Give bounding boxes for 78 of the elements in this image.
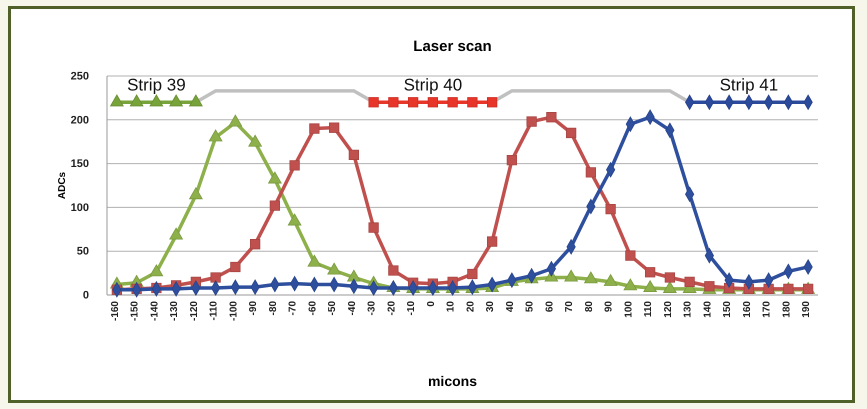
x-tick-label: 180 [781,300,792,318]
x-axis-title: micons [428,373,478,389]
x-tick-label: 30 [485,300,496,312]
y-tick-label: 50 [76,246,89,258]
x-tick-label: -40 [346,300,358,316]
point [368,222,379,233]
point [388,97,399,108]
point [644,267,656,278]
point [368,97,379,108]
x-tick-label: -100 [228,300,240,322]
y-tick-label: 200 [70,114,89,126]
series-label: Strip 39 [127,75,186,94]
point [625,250,636,261]
x-tick-label: -10 [406,300,418,316]
x-tick-label: 80 [584,300,595,312]
x-tick-label: 90 [604,300,615,312]
x-tick-label: 100 [623,300,634,318]
point [348,150,360,160]
y-tick-label: 100 [70,202,89,214]
point [526,116,537,127]
x-tick-label: 160 [742,300,753,318]
point [250,239,260,250]
x-tick-label: 110 [643,300,654,318]
point [566,128,576,138]
x-tick-label: -30 [366,300,378,316]
y-tick-label: 250 [70,70,89,83]
x-tick-label: 60 [544,300,556,312]
x-tick-label: 50 [524,300,536,312]
point [546,112,557,122]
x-tick-label: 120 [662,300,674,318]
x-tick-label: -20 [386,300,398,316]
x-tick-label: -70 [288,300,299,316]
point [486,97,498,108]
x-tick-label: -110 [208,300,220,320]
point [506,154,518,166]
chart-title: Laser scan [413,38,492,55]
point [289,160,300,170]
series-label: Strip 40 [404,75,462,94]
x-tick-label: 190 [801,300,812,318]
point [704,281,715,292]
point [586,167,596,178]
x-tick-label: 10 [446,300,457,312]
y-tick-label: 150 [70,158,89,170]
x-tick-label: -160 [110,300,121,322]
x-tick-label: -80 [268,300,279,316]
x-tick-label: -130 [169,300,180,322]
x-tick-label: -60 [307,300,318,316]
series-label: Strip 41 [720,75,778,94]
point [684,276,695,288]
y-tick-label: 0 [82,290,89,302]
y-axis-title: ADCs [57,171,68,200]
x-tick-label: 150 [722,300,734,318]
x-tick-label: 70 [564,300,576,312]
x-tick-label: -50 [327,300,338,316]
point [210,272,221,283]
point [230,262,241,272]
x-tick-label: -120 [188,300,200,322]
point [309,123,320,134]
x-tick-label: -150 [130,300,141,322]
point [428,97,438,108]
point [328,122,340,133]
x-tick-label: 20 [465,300,476,312]
point [486,236,498,247]
x-tick-label: 40 [504,300,516,312]
point [408,97,418,108]
x-tick-label: -90 [248,300,260,316]
point [467,97,478,108]
point [388,265,399,276]
point [270,200,280,211]
x-tick-label: 130 [682,300,694,318]
x-tick-label: -140 [149,300,160,322]
point [664,272,676,283]
x-tick-label: 170 [762,300,773,318]
point [605,204,616,214]
point [447,97,458,108]
point [467,268,478,280]
x-tick-label: 140 [702,300,714,318]
x-tick-label: 0 [426,300,437,307]
